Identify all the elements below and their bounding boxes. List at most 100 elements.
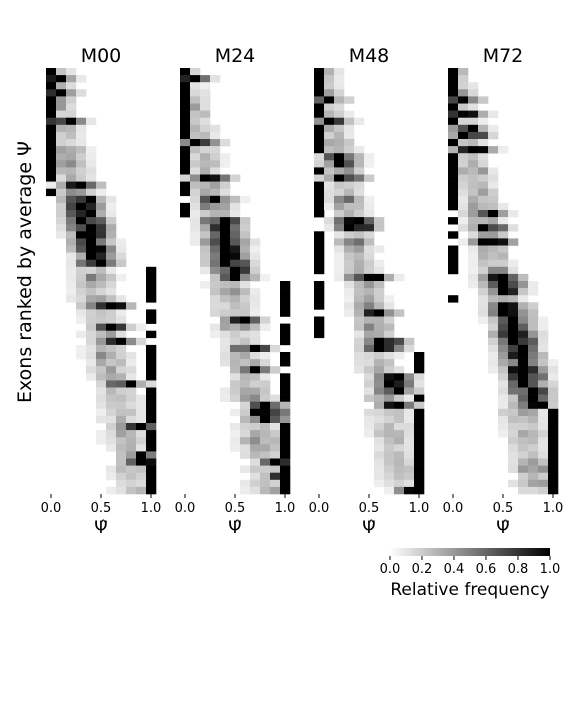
heatmap-cell [200,195,211,204]
heatmap-cell [528,423,539,431]
heatmap-cell [86,352,97,360]
heatmap-cell [364,394,375,402]
heatmap-cell [106,430,117,438]
heatmap-cell [384,415,395,424]
heatmap-cell [200,281,211,289]
heatmap-cell [344,231,355,239]
heatmap-cell [240,401,251,410]
heatmap-cell [86,281,97,289]
heatmap-cell [66,245,77,253]
heatmap-cell [414,437,425,445]
heatmap-cell [488,323,499,331]
heatmap-cell [344,224,355,232]
heatmap-cell [96,359,107,367]
heatmap-cell [230,238,241,246]
heatmap-cell [230,337,241,346]
heatmap-cell [270,415,281,424]
heatmap-cell [548,401,559,410]
heatmap-cell [280,408,291,417]
heatmap-cell [508,444,519,452]
heatmap-cell [364,387,375,395]
heatmap-cell [468,231,479,239]
heatmap-cell [260,380,271,388]
heatmap-cell [116,252,127,260]
heatmap-cell [76,153,87,161]
heatmap-cell [374,224,385,232]
heatmap-cell [538,401,549,410]
heatmap-cell [364,259,375,268]
heatmap-cell [46,96,57,104]
heatmap-cell [334,245,345,253]
heatmap-cell [86,181,97,189]
heatmap-cell [458,202,469,211]
heatmap-cell [116,415,127,424]
heatmap-cell [548,366,559,374]
heatmap-cell [518,302,529,310]
heatmap-cell [190,75,201,83]
heatmap-cell [200,266,211,275]
heatmap-cell [374,380,385,388]
heatmap-cell [76,302,87,310]
heatmap-cell [220,210,231,218]
heatmap-cell [66,75,77,83]
heatmap-cell [220,224,231,232]
heatmap-cell [458,210,469,218]
heatmap-cell [518,437,529,445]
heatmap-cell [404,451,415,459]
heatmap-cell [76,181,87,189]
heatmap-cell [548,373,559,381]
heatmap-cell [324,188,335,197]
heatmap-cell [384,302,395,310]
heatmap-cell [508,344,519,353]
heatmap-cell [334,181,345,189]
heatmap-cell [86,359,97,367]
heatmap-cell [334,117,345,126]
heatmap-cell [270,444,281,452]
heatmap-cell [404,401,415,410]
x-tick-label: 0.0 [443,501,464,516]
heatmap-cell [96,295,107,303]
heatmap-cell [334,153,345,161]
heatmap-cell [344,167,355,175]
heatmap-cell [394,380,405,388]
heatmap-cell [220,231,231,239]
heatmap-cell [146,344,157,353]
heatmap-cell [260,359,271,367]
heatmap-cell [220,295,231,303]
heatmap-cell [190,181,201,189]
heatmap-cell [280,458,291,466]
heatmap-cell [508,281,519,289]
heatmap-cell [66,117,77,126]
heatmap-cell [106,401,117,410]
heatmap-cell [528,430,539,438]
heatmap-cell [106,352,117,360]
heatmap-cell [394,366,405,374]
heatmap-cell [106,465,117,473]
heatmap-cell [240,281,251,289]
heatmap-cell [56,160,67,168]
heatmap-cell [210,210,221,218]
heatmap-cell [508,330,519,339]
heatmap-cell [478,288,489,296]
heatmap-cell [334,224,345,232]
heatmap-cell [478,224,489,232]
heatmap-cell [240,430,251,438]
heatmap-cell [314,210,325,218]
heatmap-cell [106,323,117,331]
heatmap-cell [468,202,479,211]
heatmap-cell [488,224,499,232]
heatmap-cell [46,110,57,118]
heatmap-cell [106,486,117,495]
heatmap-cell [76,217,87,225]
heatmap-cell [404,344,415,353]
heatmap-cell [354,323,365,331]
heatmap-cell [468,281,479,289]
heatmap-cell [344,202,355,211]
heatmap-cell [364,408,375,417]
heatmap-cell [56,153,67,161]
heatmap-cell [136,444,147,452]
heatmap-cell [508,380,519,388]
heatmap-cell [136,401,147,410]
x-tick-label: 0.5 [359,501,380,516]
